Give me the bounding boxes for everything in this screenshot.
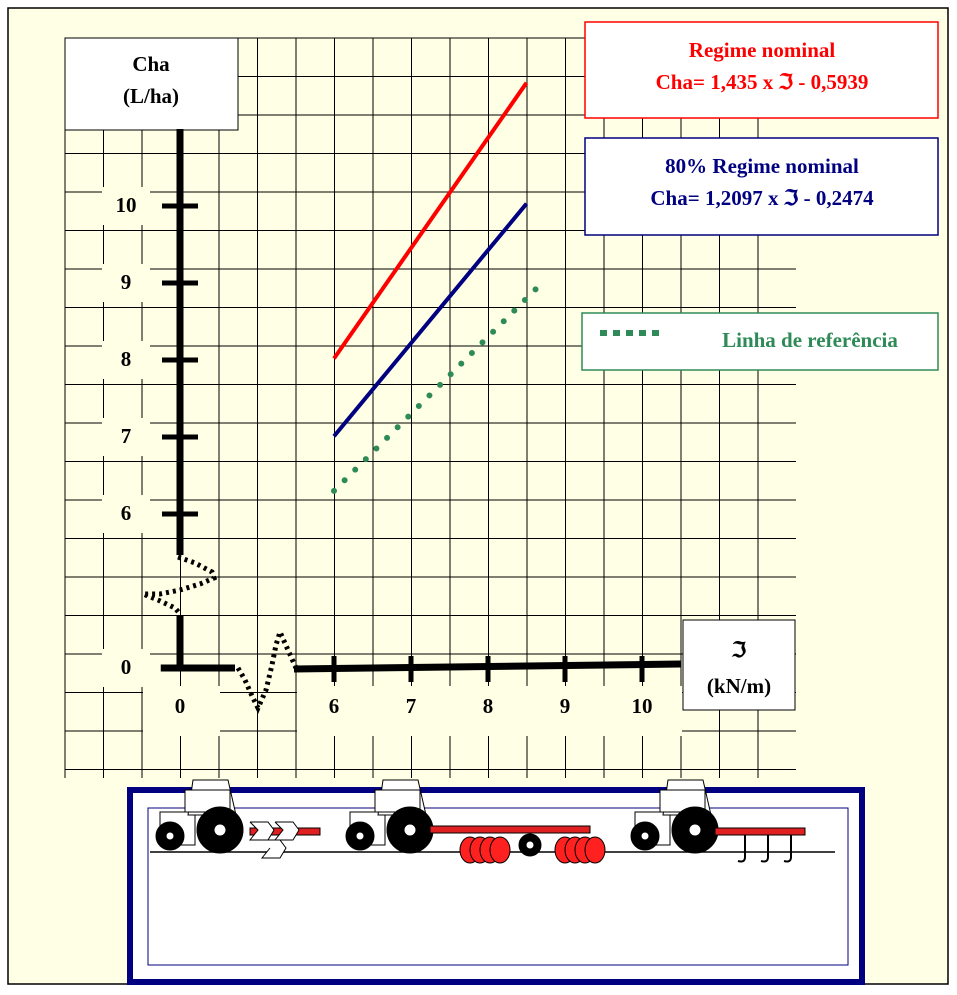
y-tick-label: 6 [121,501,132,525]
x-tick-label: 7 [406,694,417,718]
legend-equation: Cha= 1,435 x ℑ - 0,5939 [656,70,869,94]
y-tick-label: 10 [116,193,137,217]
x-tick-label: 6 [329,694,340,718]
chart: Cha (L/ha) ℑ (kN/m) 0 6 7 8 9 10 0 6 7 8 9 10 Regim… [0,0,957,990]
x-tick-label: 9 [560,694,571,718]
x-axis-unit: (kN/m) [707,674,771,698]
legend-label: 80% Regime nominal [665,154,859,178]
x-tick-label: 10 [632,694,653,718]
y-tick-label: 9 [121,270,132,294]
y-tick-label: 0 [121,655,132,679]
y-axis-title: Cha [132,52,170,76]
x-axis-title: ℑ [731,638,747,662]
legend-equation: Cha= 1,2097 x ℑ - 0,2474 [650,186,874,210]
y-tick-label: 8 [121,347,132,371]
legend-label: Linha de referência [722,328,898,352]
legend-label: Regime nominal [689,38,836,62]
y-tick-label: 7 [121,424,132,448]
x-tick-label: 8 [483,694,494,718]
x-tick-label: 0 [175,694,186,718]
y-axis-unit: (L/ha) [123,84,179,108]
